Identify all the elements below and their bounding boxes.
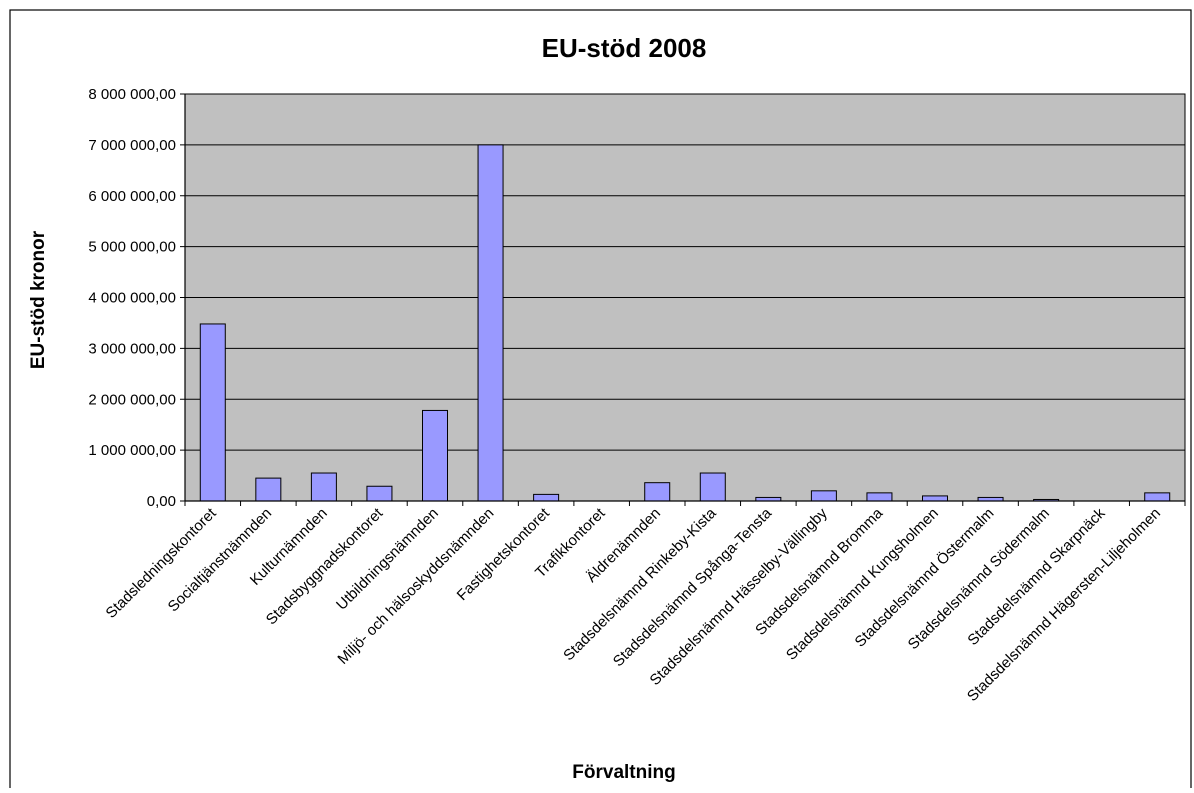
bar <box>644 482 671 502</box>
bar <box>422 409 448 502</box>
y-tick-label: 7 000 000,00 <box>88 137 176 154</box>
y-tick-label: 8 000 000,00 <box>88 86 176 103</box>
bar <box>477 144 504 502</box>
bar <box>199 323 226 502</box>
y-tick-label: 3 000 000,00 <box>88 340 176 357</box>
bar <box>699 472 726 502</box>
y-tick-label: 4 000 000,00 <box>88 290 176 307</box>
y-tick-label: 0,00 <box>147 493 176 510</box>
y-tick-label: 5 000 000,00 <box>88 239 176 256</box>
bar <box>533 493 560 502</box>
bar <box>866 492 893 502</box>
y-tick-label: 6 000 000,00 <box>88 188 176 205</box>
bar <box>310 472 337 502</box>
bar <box>366 485 393 502</box>
bar <box>255 477 282 502</box>
y-tick-label: 1 000 000,00 <box>88 442 176 459</box>
bar <box>922 495 948 502</box>
x-axis-label: Förvaltning <box>572 762 675 783</box>
bar <box>810 490 837 502</box>
bar <box>1144 492 1171 502</box>
y-tick-label: 2 000 000,00 <box>88 391 176 408</box>
chart-title: EU-stöd 2008 <box>542 33 707 63</box>
y-axis-label: EU-stöd kronor <box>28 230 49 369</box>
